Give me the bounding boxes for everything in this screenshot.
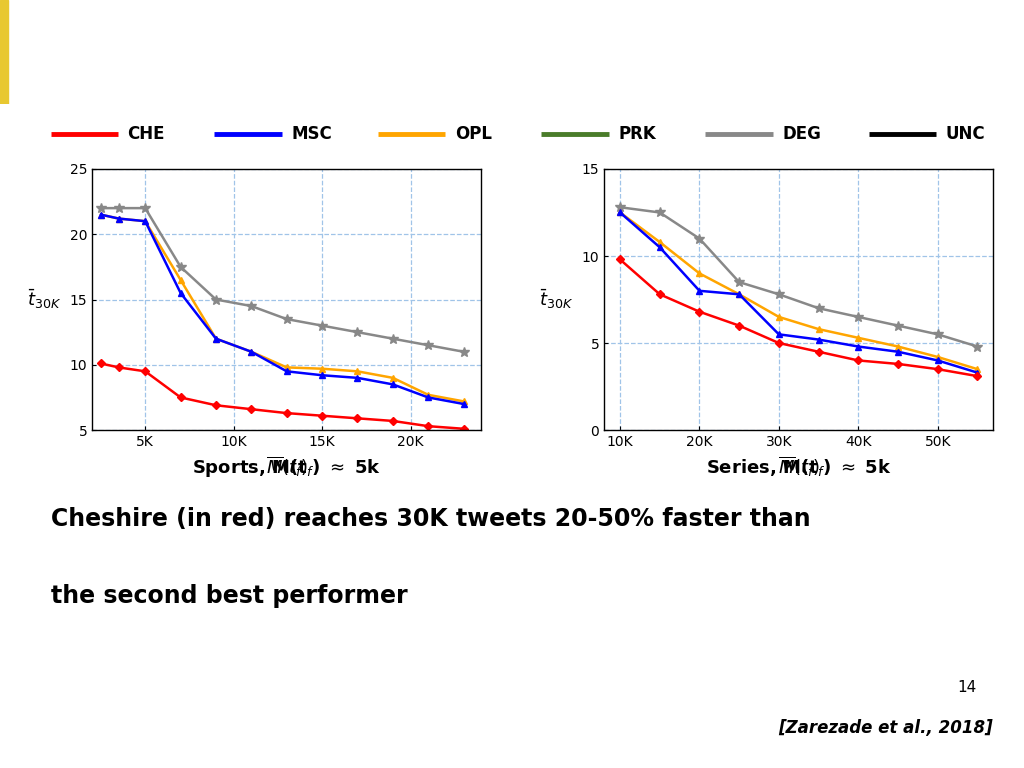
Text: 14: 14	[957, 680, 977, 695]
Y-axis label: $\bar{t}_{30K}$: $\bar{t}_{30K}$	[28, 288, 61, 311]
Y-axis label: $\bar{t}_{30K}$: $\bar{t}_{30K}$	[540, 288, 573, 311]
Text: CHE: CHE	[128, 125, 165, 144]
X-axis label: $\overline{M}(t_f)$: $\overline{M}(t_f)$	[265, 455, 308, 479]
Text: UNC: UNC	[946, 125, 985, 144]
Text: PRK: PRK	[618, 125, 656, 144]
Text: DEG: DEG	[782, 125, 821, 144]
X-axis label: $\overline{M}(t_f)$: $\overline{M}(t_f)$	[777, 455, 820, 479]
Text: [Zarezade et al., 2018]: [Zarezade et al., 2018]	[778, 720, 993, 737]
Text: Performance vs. # of incentivized tweets: Performance vs. # of incentivized tweets	[23, 33, 919, 71]
Text: Series, M(t$_f$) $\approx$ 5k: Series, M(t$_f$) $\approx$ 5k	[706, 457, 892, 478]
Text: Cheshire (in red) reaches 30K tweets 20-50% faster than: Cheshire (in red) reaches 30K tweets 20-…	[51, 507, 811, 531]
Text: MSC: MSC	[291, 125, 332, 144]
Text: Sports, M(t$_f$) $\approx$ 5k: Sports, M(t$_f$) $\approx$ 5k	[193, 457, 381, 479]
Bar	[0, 0, 8, 104]
Text: OPL: OPL	[455, 125, 492, 144]
Text: the second best performer: the second best performer	[51, 584, 408, 607]
